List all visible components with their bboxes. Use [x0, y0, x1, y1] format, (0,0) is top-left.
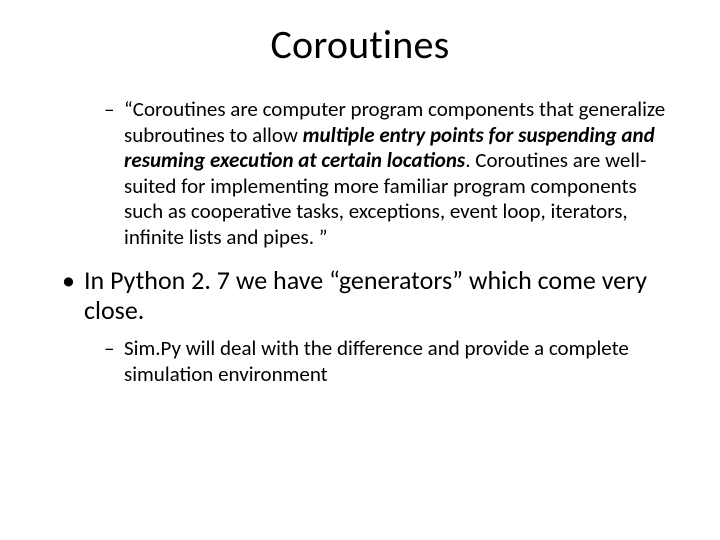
bullet-python-generators: In Python 2. 7 we have “generators” whic…: [62, 265, 670, 326]
slide: Coroutines “Coroutines are computer prog…: [0, 0, 720, 540]
bullet-coroutines-definition: “Coroutines are computer program compone…: [104, 97, 670, 251]
bullet-simpy: Sim.Py will deal with the difference and…: [104, 336, 670, 387]
slide-title: Coroutines: [50, 20, 670, 69]
